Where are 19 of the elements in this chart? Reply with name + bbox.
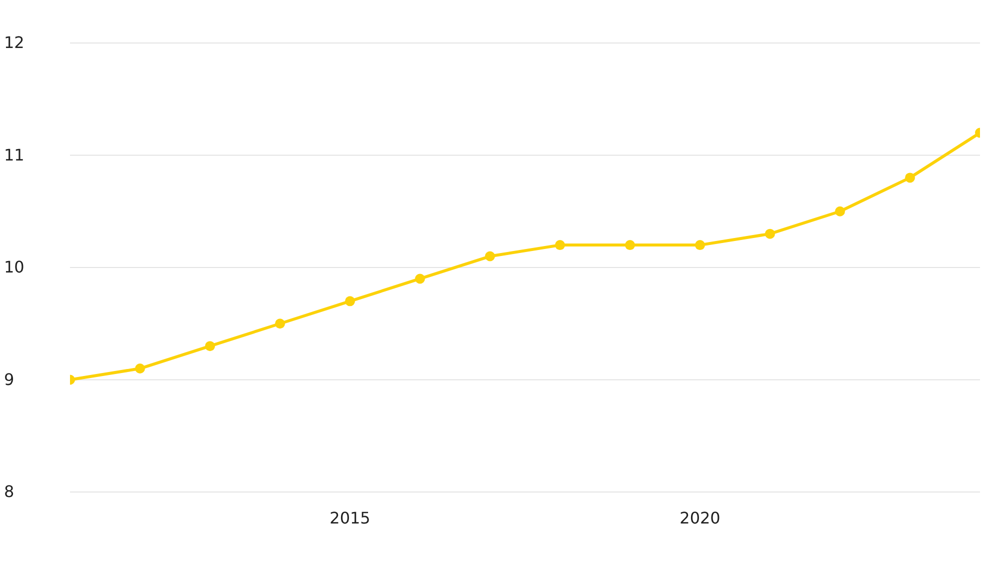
point [275, 318, 285, 329]
point [485, 251, 495, 262]
y-tick-label: 12 [4, 33, 24, 52]
point [835, 206, 845, 216]
x-tick-label: 2020 [680, 508, 720, 528]
point [555, 240, 565, 250]
y-tick-label: 11 [4, 145, 24, 164]
y-tick-label: 9 [4, 370, 14, 389]
x-tick-label: 2015 [330, 508, 370, 528]
point [905, 172, 915, 183]
point [135, 364, 145, 374]
point [345, 296, 355, 306]
point [205, 341, 215, 352]
y-tick-label: 10 [4, 258, 24, 276]
y-tick-label: 8 [4, 482, 14, 501]
point [695, 240, 705, 250]
point [765, 228, 775, 239]
point [625, 240, 635, 250]
point [415, 274, 425, 284]
